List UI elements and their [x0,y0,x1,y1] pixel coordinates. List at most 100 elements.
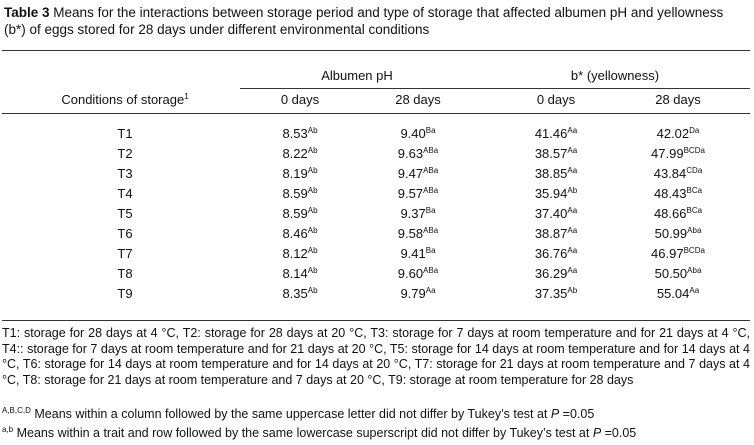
footnote-tail: =0.05 [601,426,637,440]
cell: 48.43BCa [618,186,738,201]
cell-value: 42.02 [656,126,690,141]
cell: 38.57Aa [496,146,616,161]
footnote-text: Means within a trait and row followed by… [13,426,593,440]
cell: 8.46Ab [240,226,360,241]
cell-value: 50.50 [654,266,688,281]
cell-value: 8.22 [282,146,308,161]
cell-value: 46.97 [651,246,684,261]
caption-text: Means for the interactions between stora… [4,5,724,37]
cell-sup: Ab [307,206,318,215]
cell: 8.59Ab [240,206,360,221]
cell-sup: BCDa [683,146,705,155]
cell-value: 8.59 [282,186,308,201]
cell-value: 8.35 [282,286,308,301]
cell-sup: Aa [425,286,436,295]
cell-value: 55.04 [656,286,690,301]
cell-sup: Aa [567,126,578,135]
cell-sup: Ab [307,146,318,155]
rule [2,113,750,114]
cell: 50.50Aba [618,266,738,281]
cell-value: 8.53 [282,126,308,141]
cell: 37.35Ab [496,286,616,301]
cell-sup: Aba [687,226,702,235]
rule [240,88,750,89]
footnote-p: P [550,407,560,421]
cell-value: 9.47 [397,166,424,181]
cell: 9.40Ba [358,126,478,141]
cell-value: 9.57 [397,186,424,201]
cell-value: 9.40 [400,126,426,141]
cell-value: 47.99 [651,146,684,161]
row-label: T4 [117,186,133,201]
cell: 36.76Aa [496,246,616,261]
cell-value: 37.40 [534,206,568,221]
cell-sup: Ba [425,206,436,215]
cell-sup: ABa [423,186,439,195]
caption-label: Table 3 [4,5,50,20]
footnote-text: Means within a column followed by the sa… [30,407,551,421]
cell: 9.79Aa [358,286,478,301]
cell-sup: Ab [307,166,318,175]
cell-sup: BCDa [683,246,705,255]
column-header: 0 days [280,92,320,107]
cell-sup: Aa [567,146,578,155]
cell-sup: CDa [686,166,703,175]
cell: 9.60ABa [358,266,478,281]
cell-value: 9.37 [400,206,426,221]
rule [2,320,750,321]
cell-value: 8.12 [282,246,308,261]
cell-sup: Ab [307,126,318,135]
cell: 9.57ABa [358,186,478,201]
rule [2,50,750,51]
footnote: a,b Means within a trait and row followe… [2,426,750,442]
column-header: 28 days [655,92,701,107]
cell-value: 50.99 [654,226,688,241]
cell-sup: Aa [567,206,578,215]
cell: 8.53Ab [240,126,360,141]
cell: 38.85Aa [496,166,616,181]
cell: 47.99BCDa [618,146,738,161]
footnote: T1: storage for 28 days at 4 °C, T2: sto… [2,326,750,387]
cell-value: 48.66 [653,206,687,221]
cell-value: 9.58 [397,226,424,241]
cell-sup: Aa [689,286,700,295]
cell-value: 35.94 [534,186,568,201]
cell-value: 8.59 [282,206,308,221]
cell-value: 36.29 [534,266,568,281]
cell-sup: Aa [567,166,578,175]
cell-sup: ABa [423,146,439,155]
cell: 55.04Aa [618,286,738,301]
cell-sup: ABa [423,266,439,275]
cell-sup: Ab [307,286,318,295]
footnote-tail: =0.05 [559,407,595,421]
cell: 8.22Ab [240,146,360,161]
group-header: Albumen pH [321,68,393,83]
footnote: A,B,C,D Means within a column followed b… [2,407,750,423]
cell: 9.47ABa [358,166,478,181]
cell: 8.12Ab [240,246,360,261]
cell-value: 41.46 [534,126,568,141]
cell: 8.19Ab [240,166,360,181]
cell-sup: ABa [423,226,439,235]
cell: 8.59Ab [240,186,360,201]
cell: 9.58ABa [358,226,478,241]
cell-value: 36.76 [534,246,568,261]
cell-sup: Ab [307,226,318,235]
cell: 8.35Ab [240,286,360,301]
row-header: Conditions of storage1 [25,92,225,107]
cell: 36.29Aa [496,266,616,281]
cell-value: 38.85 [534,166,568,181]
cell-sup: Ba [425,126,436,135]
cell-sup: Aa [567,226,578,235]
cell-sup: Aba [687,266,702,275]
cell-value: 9.60 [397,266,424,281]
cell-sup: BCa [686,206,703,215]
cell-sup: Ab [567,286,578,295]
cell: 9.41Ba [358,246,478,261]
cell-value: 8.19 [282,166,308,181]
cell: 35.94Ab [496,186,616,201]
cell-sup: ABa [423,166,439,175]
row-label: T6 [117,226,133,241]
cell-sup: Da [689,126,700,135]
